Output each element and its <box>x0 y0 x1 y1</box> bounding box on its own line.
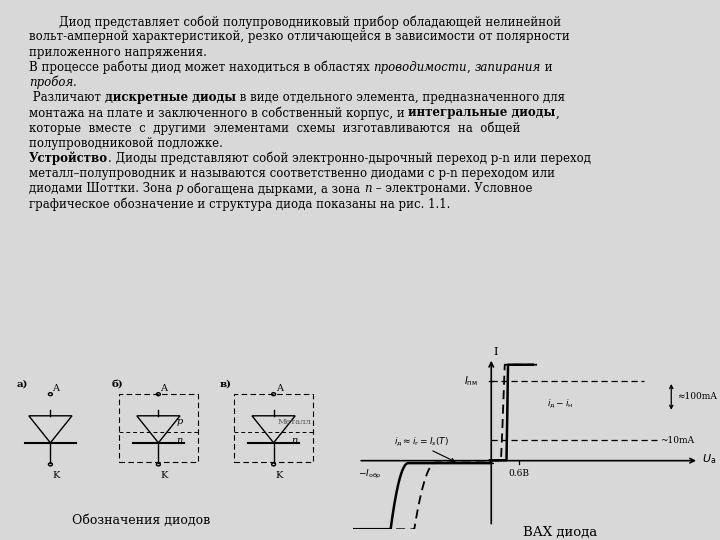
Text: графическое обозначение и структура диода показаны на рис. 1.1.: графическое обозначение и структура диод… <box>29 198 450 211</box>
Text: дискретные диоды: дискретные диоды <box>104 91 235 104</box>
Text: вольт-амперной характеристикой, резко отличающейся в зависимости от полярности: вольт-амперной характеристикой, резко от… <box>29 30 570 43</box>
Text: $i_{\rm д}\approx i_{\rm г}=I_s(T)$: $i_{\rm д}\approx i_{\rm г}=I_s(T)$ <box>395 436 449 448</box>
Text: в виде отдельного элемента, предназначенного для: в виде отдельного элемента, предназначен… <box>235 91 564 104</box>
Text: а): а) <box>17 379 28 388</box>
Text: обогащена дырками, а зона: обогащена дырками, а зона <box>183 183 364 196</box>
Text: ~10mA: ~10mA <box>660 436 694 444</box>
Text: и: и <box>541 61 552 74</box>
Text: запирания: запирания <box>474 61 541 74</box>
Text: $i_{\rm д}-i_{\rm н}$: $i_{\rm д}-i_{\rm н}$ <box>546 397 573 410</box>
Text: p: p <box>176 183 183 195</box>
Text: в): в) <box>220 379 232 388</box>
Text: 0.6В: 0.6В <box>508 469 529 478</box>
Text: диодами Шоттки. Зона: диодами Шоттки. Зона <box>29 183 176 195</box>
Text: ВАХ диода: ВАХ диода <box>523 526 598 539</box>
Text: .: . <box>73 76 77 89</box>
Text: приложенного напряжения.: приложенного напряжения. <box>29 45 207 58</box>
Text: Металл: Металл <box>277 418 311 426</box>
Text: A: A <box>53 383 60 393</box>
Text: $U_{\rm а}$: $U_{\rm а}$ <box>702 453 716 466</box>
Text: n: n <box>176 436 183 445</box>
Text: полупроводниковой подложке.: полупроводниковой подложке. <box>29 137 222 150</box>
Text: A: A <box>276 383 283 393</box>
Text: Обозначения диодов: Обозначения диодов <box>72 514 210 526</box>
Text: . Диоды представляют собой электронно-дырочный переход p-n или переход: . Диоды представляют собой электронно-ды… <box>108 152 591 165</box>
Text: p: p <box>176 417 183 426</box>
Text: проводимости: проводимости <box>373 61 467 74</box>
Text: пробоя: пробоя <box>29 76 73 90</box>
Text: которые  вместе  с  другими  элементами  схемы  изготавливаются  на  общей: которые вместе с другими элементами схем… <box>29 122 520 135</box>
Text: K: K <box>161 471 168 480</box>
Text: n: n <box>364 183 372 195</box>
Text: ≈100mA: ≈100mA <box>677 393 716 401</box>
Text: ,: , <box>556 106 559 119</box>
Text: $I_{\rm пм}$: $I_{\rm пм}$ <box>464 374 477 388</box>
Text: В процессе работы диод может находиться в областях: В процессе работы диод может находиться … <box>29 61 373 75</box>
Text: K: K <box>276 471 283 480</box>
Text: Устройство: Устройство <box>29 152 108 165</box>
Text: монтажа на плате и заключенного в собственный корпус, и: монтажа на плате и заключенного в собств… <box>29 106 408 120</box>
Text: K: K <box>53 471 60 480</box>
Text: $-I_{\rm обр}$: $-I_{\rm обр}$ <box>359 468 382 481</box>
Text: – электронами. Условное: – электронами. Условное <box>372 183 532 195</box>
Text: Диод представляет собой полупроводниковый прибор обладающей нелинейной: Диод представляет собой полупроводниковы… <box>29 15 561 29</box>
Text: интегральные диоды: интегральные диоды <box>408 106 556 119</box>
Text: б): б) <box>112 379 123 388</box>
Text: A: A <box>161 383 168 393</box>
Text: n: n <box>292 436 298 445</box>
Text: Различают: Различают <box>29 91 104 104</box>
Text: ,: , <box>467 61 474 74</box>
Text: металл–полупроводник и называются соответственно диодами с p-n переходом или: металл–полупроводник и называются соотве… <box>29 167 555 180</box>
Text: I: I <box>493 347 498 357</box>
